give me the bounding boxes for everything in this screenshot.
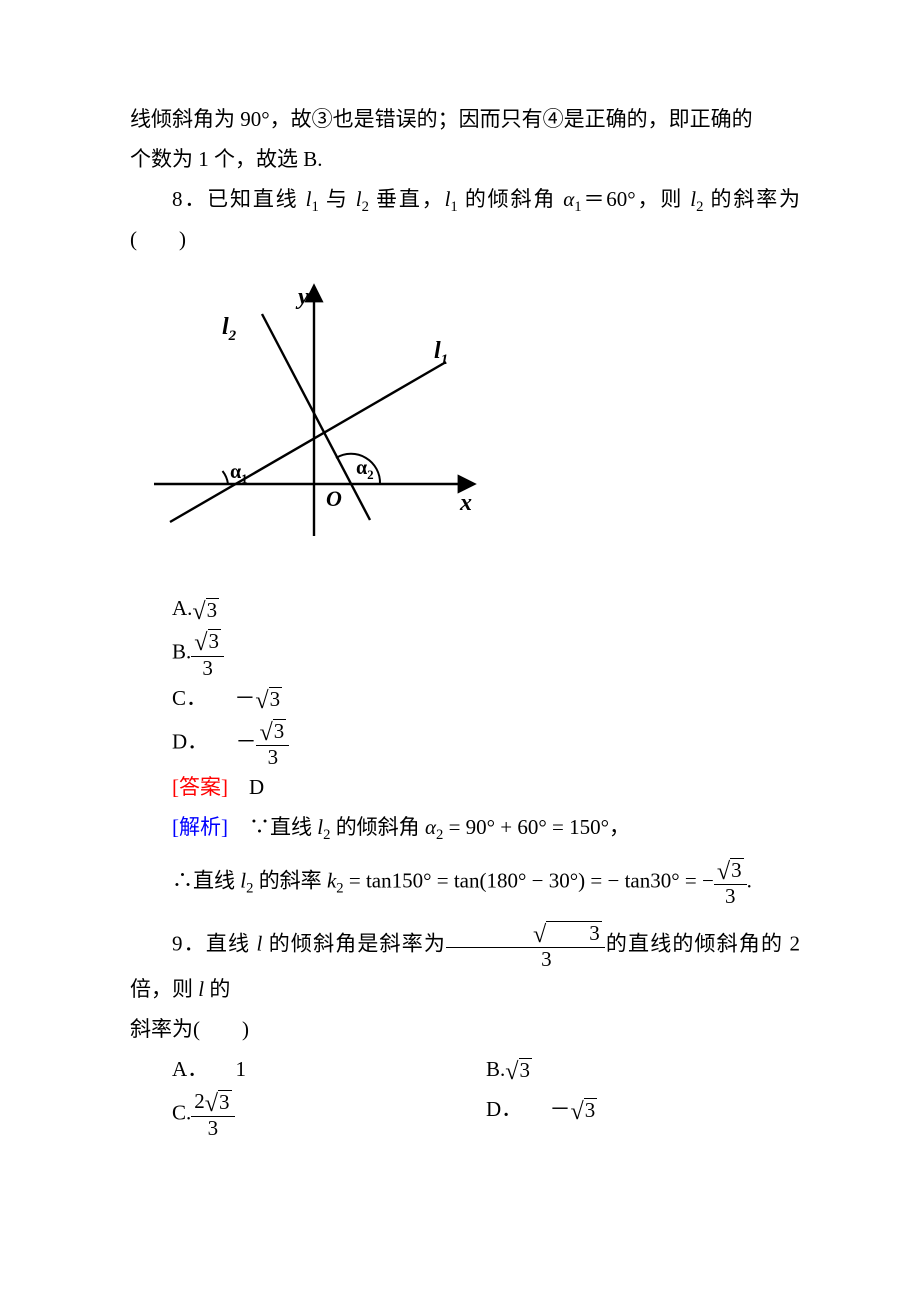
q9-option-d-neg: － bbox=[549, 1097, 570, 1121]
q8-analysis-2b: 的斜率 bbox=[253, 868, 327, 892]
q8-stem-text-3: 垂直， bbox=[369, 187, 445, 211]
page: 线倾斜角为 90°，故③也是错误的；因而只有④是正确的，即正确的 个数为 1 个… bbox=[0, 0, 920, 1302]
diagram-x-label: x bbox=[459, 490, 472, 516]
q9-option-c-sqrt: 3 bbox=[218, 1090, 232, 1114]
q8-analysis-frac-num: 3 bbox=[730, 858, 744, 882]
q9-frac-num: 3 bbox=[546, 921, 602, 945]
q8-stem-text-4: 的倾斜角 bbox=[458, 187, 564, 211]
q9-stem-line2: 斜率为( ) bbox=[130, 1010, 800, 1050]
q8-answer-value: D bbox=[249, 775, 264, 799]
q8-option-b-num: 3 bbox=[208, 629, 222, 653]
q9-options: A．1 B.√3 C.2√33 D．－√3 bbox=[130, 1050, 800, 1139]
q8-option-b-label: B. bbox=[172, 640, 191, 664]
q8-analysis-2-end: . bbox=[747, 868, 752, 892]
q8-number: 8． bbox=[172, 187, 207, 211]
q8-analysis-line1: [解析] ∵直线 l2 的倾斜角 α2 = 90° + 60° = 150°， bbox=[130, 808, 800, 848]
q8-option-c: C．－√3 bbox=[172, 679, 800, 719]
q9-option-c: C.2√33 bbox=[172, 1090, 486, 1139]
q9-option-a: A． 1 bbox=[172, 1050, 486, 1090]
q9-option-b-value: 3 bbox=[519, 1058, 533, 1082]
q9-option-c-den: 3 bbox=[191, 1116, 234, 1139]
q9-option-c-coef: 2 bbox=[194, 1089, 205, 1113]
q8-alpha1: α bbox=[563, 187, 574, 211]
q8-analysis-1b: 的倾斜角 bbox=[330, 815, 425, 839]
q8-option-c-value: 3 bbox=[269, 687, 283, 711]
q9-option-c-label: C. bbox=[172, 1100, 191, 1124]
q8-stem-text-2: 与 bbox=[319, 187, 356, 211]
q9-stem-d: 的 bbox=[204, 977, 230, 1001]
q9-option-a-value: 1 bbox=[235, 1057, 246, 1081]
q8-analysis-k-sub: 2 bbox=[336, 880, 343, 896]
q8-answer: [答案] D bbox=[130, 768, 800, 808]
intro-line-2: 个数为 1 个，故选 B. bbox=[130, 140, 800, 180]
diagram-l2-label: l2 bbox=[222, 314, 237, 344]
intro-line-1: 线倾斜角为 90°，故③也是错误的；因而只有④是正确的，即正确的 bbox=[130, 100, 800, 140]
q8-option-a-label: A. bbox=[172, 596, 192, 620]
q8-analysis-alpha: α bbox=[425, 815, 436, 839]
q9-option-d-value: 3 bbox=[584, 1098, 598, 1122]
q8-alpha1-sub: 1 bbox=[574, 199, 581, 215]
diagram-origin-label: O bbox=[326, 486, 342, 511]
q8-analysis-2a: ∴直线 bbox=[172, 868, 240, 892]
q8-option-c-label: C． bbox=[172, 686, 207, 710]
q9-stem-a: 直线 bbox=[206, 931, 257, 955]
q8-analysis-frac-den: 3 bbox=[714, 884, 747, 907]
q8-analysis-1c: = 90° + 60° = 150°， bbox=[443, 815, 630, 839]
diagram-alpha1-label: α1 bbox=[230, 461, 248, 486]
q8-option-a: A.√3 bbox=[172, 589, 800, 629]
q9-number: 9． bbox=[172, 931, 206, 955]
q8-analysis-k: k bbox=[327, 868, 336, 892]
q8-stem: 8．已知直线 l1 与 l2 垂直，l1 的倾斜角 α1＝60°，则 l2 的斜… bbox=[130, 180, 800, 260]
q8-option-d-neg: － bbox=[235, 729, 256, 753]
q8-option-c-neg: － bbox=[234, 686, 255, 710]
q8-diagram: O x y l1 l2 α1 α2 bbox=[134, 274, 800, 568]
diagram-l1-label: l1 bbox=[434, 338, 448, 368]
q9-option-b-label: B. bbox=[486, 1057, 505, 1081]
q8-l1b-sub: 1 bbox=[450, 199, 457, 215]
q9-frac-den: 3 bbox=[446, 947, 605, 970]
q8-l1-sub: 1 bbox=[311, 199, 318, 215]
q8-stem-text-1: 已知直线 bbox=[207, 187, 305, 211]
diagram-y-label: y bbox=[295, 284, 309, 310]
analysis-label: [解析] bbox=[172, 815, 228, 839]
q9-option-d: D．－√3 bbox=[486, 1090, 800, 1139]
answer-label: [答案] bbox=[172, 775, 228, 799]
q9-option-d-label: D． bbox=[486, 1097, 522, 1121]
q9-option-a-label: A． bbox=[172, 1057, 208, 1081]
q8-option-b: B.√33 bbox=[172, 629, 800, 678]
q8-options: A.√3 B.√33 C．－√3 D．－√33 bbox=[130, 589, 800, 767]
q9-option-b: B.√3 bbox=[486, 1050, 800, 1090]
q8-option-a-value: 3 bbox=[206, 598, 220, 622]
q8-option-b-den: 3 bbox=[191, 656, 224, 679]
q9-stem-b: 的倾斜角是斜率为 bbox=[262, 931, 446, 955]
q8-option-d: D．－√33 bbox=[172, 719, 800, 768]
q8-l2-sub: 2 bbox=[362, 199, 369, 215]
q8-analysis-2c: = tan150° = tan(180° − 30°) = − tan30° =… bbox=[344, 868, 714, 892]
q8-option-d-label: D． bbox=[172, 729, 208, 753]
q8-analysis-line2: ∴直线 l2 的斜率 k2 = tan150° = tan(180° − 30°… bbox=[130, 858, 800, 907]
q8-analysis-1a: ∵直线 bbox=[249, 815, 317, 839]
q9-stem: 9．直线 l 的倾斜角是斜率为√33的直线的倾斜角的 2 倍，则 l 的 bbox=[130, 921, 800, 1010]
q8-eq60: ＝60°，则 bbox=[582, 187, 691, 211]
q8-option-d-den: 3 bbox=[256, 745, 289, 768]
q8-option-d-num: 3 bbox=[273, 719, 287, 743]
q8-diagram-svg: O x y l1 l2 α1 α2 bbox=[134, 274, 494, 554]
